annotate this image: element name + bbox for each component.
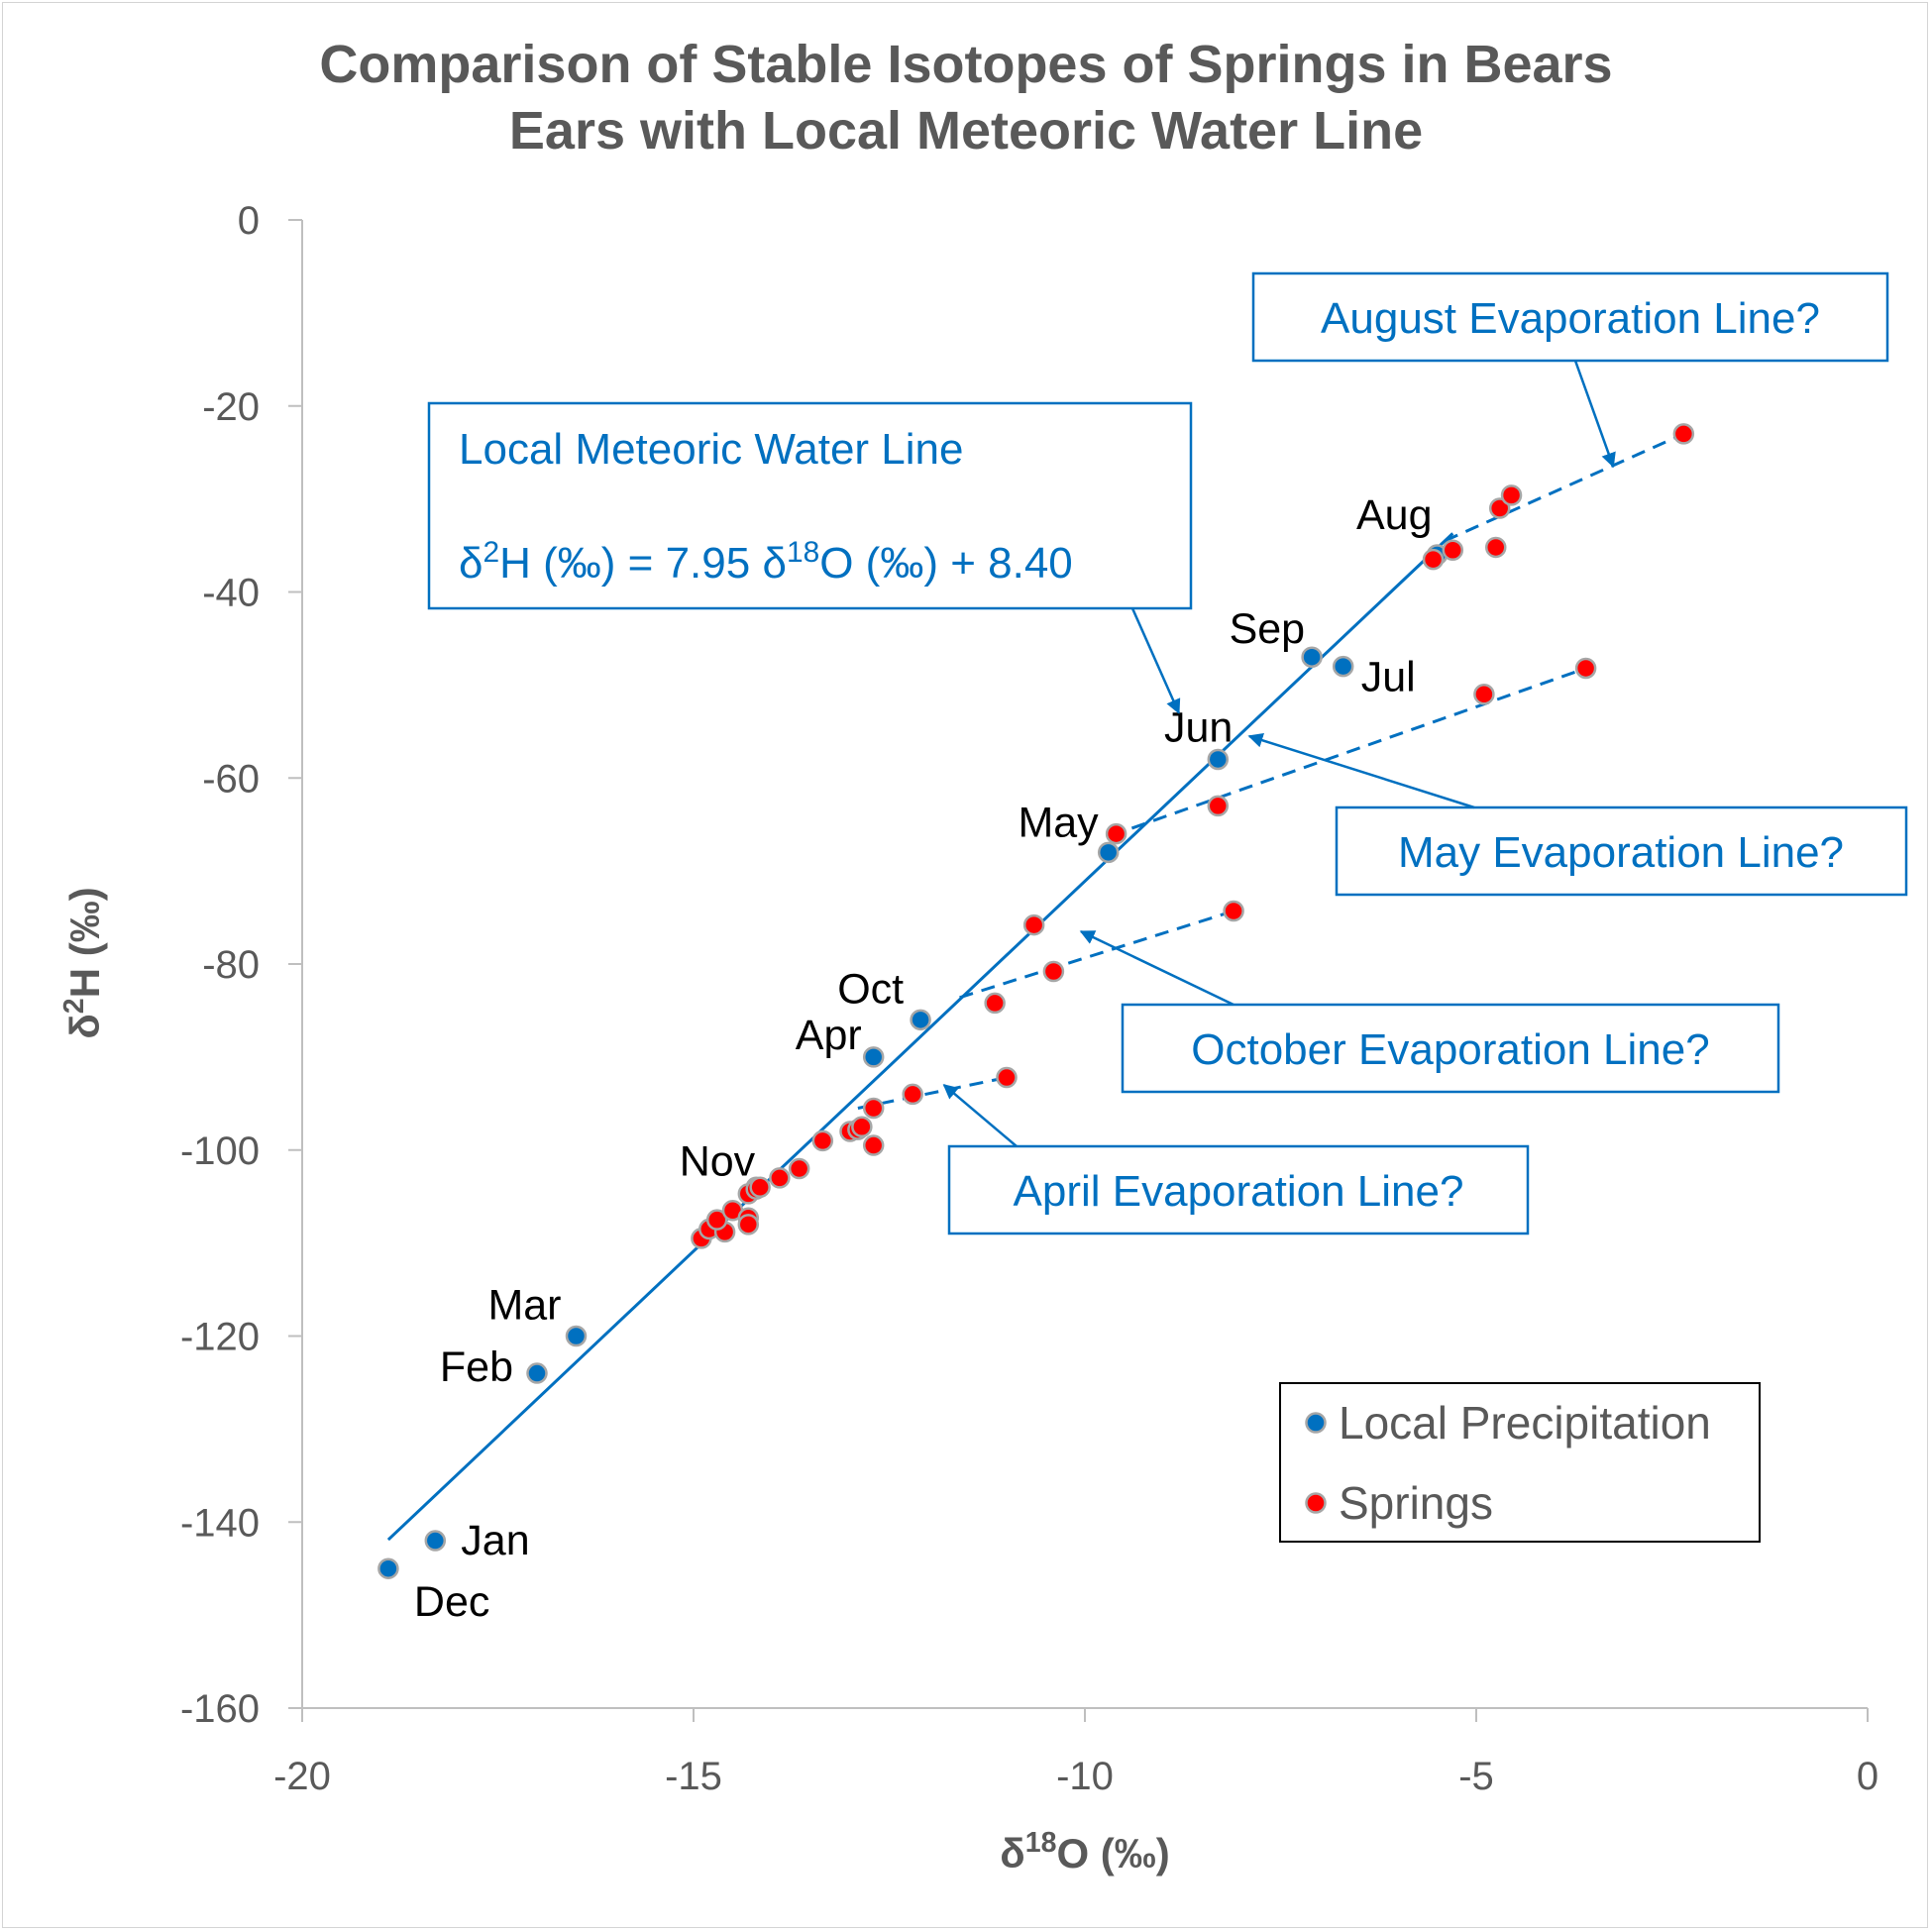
x-tick-label: -10 bbox=[1056, 1755, 1114, 1798]
spring-point bbox=[811, 1129, 834, 1152]
august-callout-text: August Evaporation Line? bbox=[1321, 294, 1820, 343]
month-label-jan: Jan bbox=[461, 1517, 529, 1564]
spring-point bbox=[862, 1097, 885, 1120]
y-tick-label: -40 bbox=[202, 572, 260, 615]
month-label-apr: Apr bbox=[796, 1012, 862, 1059]
spring-point bbox=[749, 1176, 771, 1199]
august-callout-box bbox=[1251, 271, 1889, 363]
precipitation-point bbox=[424, 1530, 447, 1552]
august-evaporation-line-line bbox=[1444, 432, 1684, 543]
spring-point bbox=[984, 992, 1006, 1015]
x-tick-label: -20 bbox=[273, 1755, 331, 1798]
y-axis-label: δ2H (‰) bbox=[58, 887, 108, 1038]
month-label-aug: Aug bbox=[1356, 491, 1433, 539]
x-tick-label: -15 bbox=[665, 1755, 722, 1798]
month-label-jun: Jun bbox=[1164, 703, 1233, 751]
spring-point bbox=[1207, 795, 1230, 817]
spring-point bbox=[1473, 684, 1495, 705]
spring-point bbox=[1672, 423, 1695, 445]
legend-box bbox=[1279, 1382, 1761, 1543]
lmwl-callout-arrow bbox=[1130, 607, 1181, 714]
y-tick-label: -140 bbox=[180, 1501, 260, 1545]
spring-point bbox=[1442, 539, 1464, 562]
month-label-may: May bbox=[1018, 799, 1099, 846]
april-callout-arrow bbox=[942, 1084, 1018, 1147]
spring-point bbox=[1485, 536, 1507, 559]
october-evaporation-line-line bbox=[959, 910, 1234, 1000]
legend-marker bbox=[1305, 1492, 1327, 1514]
spring-point bbox=[996, 1066, 1018, 1089]
y-tick-label: -60 bbox=[202, 757, 260, 801]
precipitation-point bbox=[1332, 655, 1354, 678]
april-callout-text: April Evaporation Line? bbox=[1014, 1167, 1464, 1216]
spring-point bbox=[1022, 913, 1045, 936]
april-callout-box bbox=[947, 1144, 1530, 1235]
spring-point bbox=[902, 1083, 923, 1106]
month-label-feb: Feb bbox=[440, 1343, 513, 1391]
precipitation-point bbox=[1097, 841, 1120, 864]
spring-point bbox=[705, 1209, 728, 1231]
chart-title-line: Ears with Local Meteoric Water Line bbox=[509, 101, 1423, 161]
august-callout-arrow bbox=[1573, 360, 1616, 469]
spring-point bbox=[1042, 960, 1065, 983]
spring-point bbox=[1223, 900, 1244, 922]
precipitation-point bbox=[910, 1009, 931, 1031]
spring-point bbox=[862, 1134, 885, 1156]
lmwl-callout-text: Local Meteoric Water Line bbox=[459, 425, 963, 474]
lmwl-callout-box bbox=[427, 401, 1193, 610]
spring-point bbox=[1574, 657, 1597, 680]
precipitation-point bbox=[526, 1362, 548, 1384]
lmwl-callout-text: δ2H (‰) = 7.95 δ18O (‰) + 8.40 bbox=[459, 536, 1073, 589]
month-label-oct: Oct bbox=[837, 965, 904, 1013]
spring-point bbox=[737, 1214, 760, 1235]
october-callout-box bbox=[1121, 1003, 1780, 1094]
legend-label: Local Precipitation bbox=[1339, 1397, 1711, 1449]
october-callout-arrow bbox=[1079, 930, 1234, 1007]
spring-point bbox=[1500, 484, 1523, 506]
may-callout-arrow bbox=[1247, 732, 1475, 809]
precipitation-point bbox=[1301, 646, 1323, 668]
spring-point bbox=[1488, 497, 1511, 519]
x-axis-label: δ18O (‰) bbox=[1000, 1827, 1170, 1877]
precipitation-point bbox=[377, 1557, 399, 1579]
may-callout-box bbox=[1335, 805, 1908, 897]
month-label-mar: Mar bbox=[487, 1282, 561, 1330]
y-tick-label: -160 bbox=[180, 1687, 260, 1731]
spring-point bbox=[851, 1116, 873, 1138]
month-label-nov: Nov bbox=[680, 1137, 756, 1185]
spring-point bbox=[788, 1157, 810, 1180]
precipitation-point bbox=[1207, 748, 1230, 771]
x-tick-label: 0 bbox=[1857, 1755, 1878, 1798]
precipitation-point bbox=[565, 1325, 588, 1347]
month-label-sep: Sep bbox=[1230, 605, 1306, 653]
y-tick-label: -100 bbox=[180, 1129, 260, 1173]
y-tick-label: -80 bbox=[202, 943, 260, 987]
y-tick-label: -20 bbox=[202, 385, 260, 429]
x-tick-label: -5 bbox=[1458, 1755, 1494, 1798]
month-label-dec: Dec bbox=[414, 1578, 489, 1626]
spring-point bbox=[1422, 548, 1445, 571]
month-label-jul: Jul bbox=[1361, 654, 1416, 701]
legend-label: Springs bbox=[1339, 1477, 1493, 1529]
october-callout-text: October Evaporation Line? bbox=[1191, 1025, 1709, 1074]
spring-point bbox=[1105, 822, 1127, 845]
chart-title-line: Comparison of Stable Isotopes of Springs… bbox=[319, 35, 1612, 94]
legend-marker bbox=[1305, 1412, 1327, 1434]
may-callout-text: May Evaporation Line? bbox=[1398, 828, 1844, 877]
precipitation-point bbox=[862, 1046, 885, 1068]
spring-point bbox=[769, 1167, 791, 1189]
local-meteoric-water-line-line bbox=[386, 532, 1454, 1542]
y-tick-label: 0 bbox=[238, 199, 260, 243]
y-tick-label: -120 bbox=[180, 1316, 260, 1359]
may-evaporation-line-line bbox=[1130, 667, 1587, 830]
